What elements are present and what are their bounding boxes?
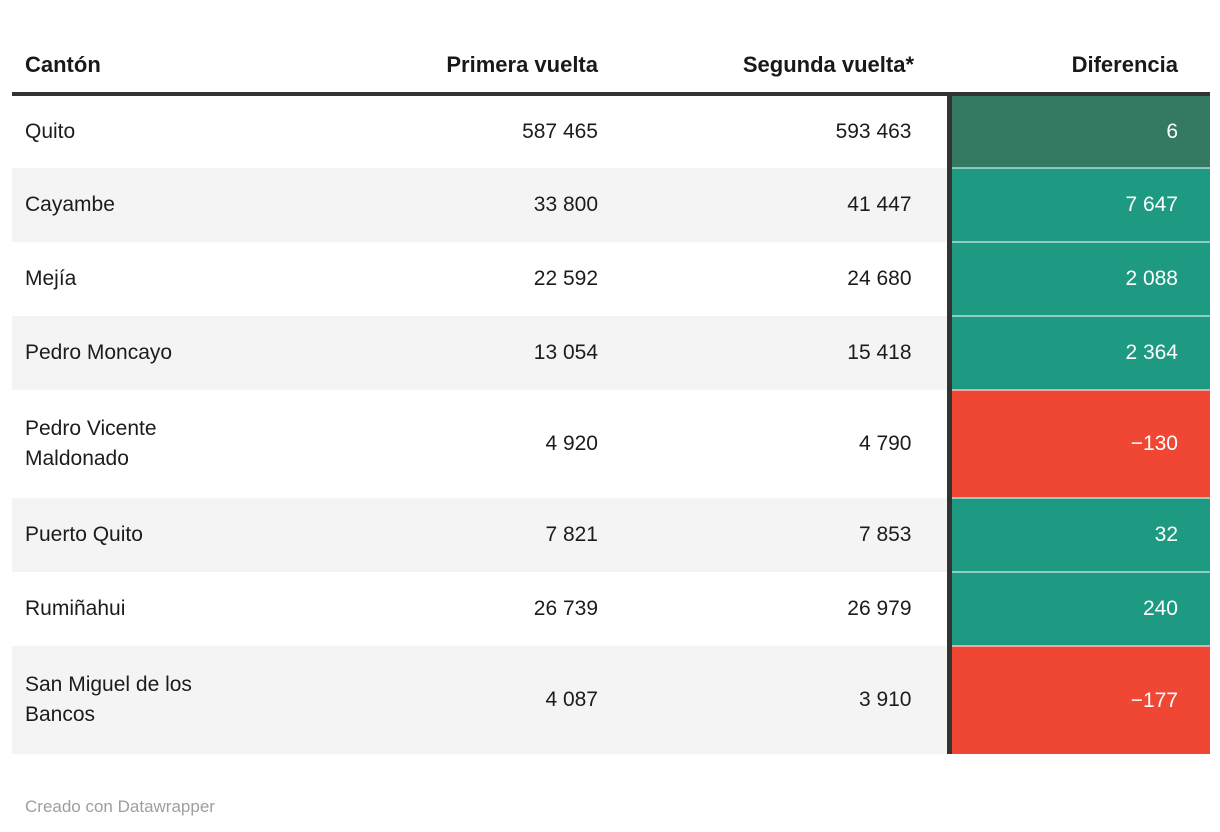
column-header-canton: Cantón <box>12 38 232 96</box>
datawrapper-credit: Creado con Datawrapper <box>25 797 215 816</box>
primera-vuelta-cell: 587 465 <box>522 120 598 143</box>
primera-vuelta-cell: 33 800 <box>232 168 612 242</box>
primera-vuelta-cell: 7 821 <box>232 498 612 572</box>
table-row: Pedro Vicente Maldonado 4 920 4 790 −130 <box>12 389 1210 498</box>
column-header-diferencia: Diferencia <box>949 38 1210 96</box>
table-row: Rumiñahui 26 739 26 979 240 <box>12 571 1210 646</box>
table-row: Pedro Moncayo 13 054 15 418 2 364 <box>12 315 1210 390</box>
diferencia-cell: 2 088 <box>946 241 1210 316</box>
canton-cell: Puerto Quito <box>12 498 232 572</box>
primera-vuelta-cell: 4 920 <box>545 432 598 455</box>
canton-cell: Cayambe <box>12 168 232 242</box>
diferencia-cell: 240 <box>946 571 1210 646</box>
table-row: San Miguel de los Bancos 4 087 3 910 −177 <box>12 645 1210 754</box>
segunda-vuelta-cell: 15 418 <box>612 316 949 390</box>
canton-cell: Pedro Moncayo <box>12 316 232 390</box>
segunda-vuelta-cell: 41 447 <box>612 168 949 242</box>
canton-cell: Pedro Vicente Maldonado <box>25 417 157 470</box>
table-row: Mejía 22 592 24 680 2 088 <box>12 241 1210 316</box>
column-header-segunda: Segunda vuelta* <box>612 38 949 96</box>
primera-vuelta-cell: 13 054 <box>232 316 612 390</box>
diferencia-cell: 32 <box>946 497 1210 572</box>
primera-vuelta-cell: 4 087 <box>232 646 612 754</box>
table-header: Cantón Primera vuelta Segunda vuelta* Di… <box>12 38 1210 96</box>
segunda-vuelta-cell: 7 853 <box>612 498 949 572</box>
table-body: Quito 587 465 593 463 6 Cayambe 33 800 41 447 7… <box>12 94 1210 754</box>
primera-vuelta-cell: 26 739 <box>533 597 598 620</box>
segunda-vuelta-cell: 24 680 <box>847 267 912 290</box>
diferencia-cell: −177 <box>946 645 1210 754</box>
results-table: Cantón Primera vuelta Segunda vuelta* Di… <box>12 38 1210 754</box>
table-row: Cayambe 33 800 41 447 7 647 <box>12 167 1210 242</box>
segunda-vuelta-cell: 26 979 <box>847 597 912 620</box>
segunda-vuelta-cell: 3 910 <box>612 646 949 754</box>
canton-cell: Quito <box>25 120 76 144</box>
diferencia-cell: 2 364 <box>946 315 1210 390</box>
segunda-vuelta-cell: 593 463 <box>835 120 912 143</box>
canton-cell: Mejía <box>25 267 77 291</box>
diferencia-cell: −130 <box>946 389 1210 498</box>
table-row: Quito 587 465 593 463 6 <box>12 94 1210 168</box>
segunda-vuelta-cell: 4 790 <box>858 432 912 455</box>
canton-cell: San Miguel de los Bancos <box>12 646 232 754</box>
table-row: Puerto Quito 7 821 7 853 32 <box>12 497 1210 572</box>
canton-cell: Rumiñahui <box>25 597 126 621</box>
diferencia-cell: 7 647 <box>946 167 1210 242</box>
diferencia-cell: 6 <box>946 94 1210 168</box>
primera-vuelta-cell: 22 592 <box>533 267 598 290</box>
column-header-primera: Primera vuelta <box>232 38 612 96</box>
